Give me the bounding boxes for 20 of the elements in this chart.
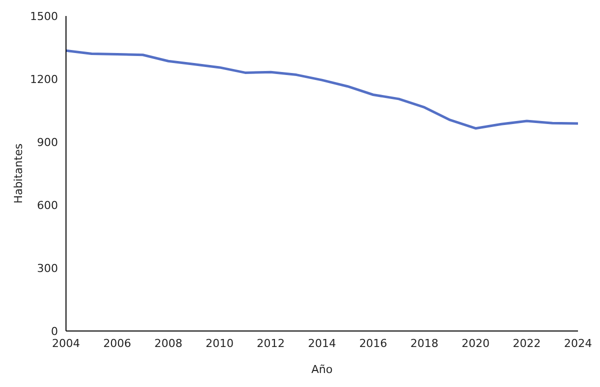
x-tick-label: 2020 [462,336,490,350]
x-tick-label: 2010 [206,336,234,350]
y-tick-label: 600 [37,198,58,212]
x-tick-label: 2006 [103,336,132,350]
x-axis-title: Año [311,362,333,376]
line-series [66,49,578,130]
x-tick-label: 2018 [410,336,438,350]
y-axis-title: Habitantes [12,143,25,204]
y-tick-label: 1500 [30,10,58,23]
x-tick-label: 2014 [308,336,336,350]
x-tick-label: 2008 [154,336,182,350]
y-tick-label: 300 [37,262,58,275]
y-tick-label: 900 [37,136,58,149]
x-tick-label: 2004 [52,336,80,350]
x-tick-label: 2024 [564,336,592,350]
y-tick-label: 1200 [30,72,58,86]
x-tick-label: 2012 [256,336,285,350]
y-tick-label: 0 [51,324,58,338]
x-tick-label: 2022 [512,336,541,350]
x-tick-label: 2016 [359,336,388,350]
